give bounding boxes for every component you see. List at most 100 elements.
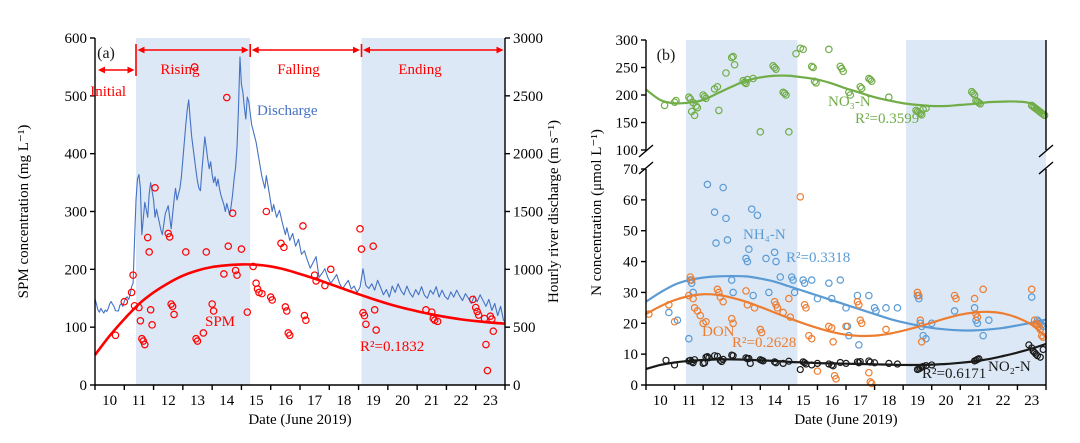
spm-r2: R²=0.1832 [360, 339, 424, 355]
no3-point [742, 79, 750, 88]
don-point [832, 375, 840, 383]
phase-arrowhead [241, 46, 249, 54]
y-tick-label: 150 [616, 116, 639, 132]
spm-point [356, 225, 364, 233]
x-tick-label: 22 [454, 393, 469, 409]
nh4-point [703, 180, 712, 189]
nh4-point [950, 307, 959, 315]
no2-point [856, 357, 864, 366]
nh4-point [825, 279, 833, 287]
spm-point [357, 245, 366, 253]
spm-point [249, 262, 257, 271]
don-point [915, 291, 923, 300]
no3-point [810, 77, 819, 86]
y-tick-label: 10 [623, 347, 638, 363]
x-tick-label: 11 [132, 393, 146, 409]
don-point [952, 294, 960, 303]
no3-point [670, 98, 679, 106]
don-point [786, 313, 795, 321]
don-point [796, 192, 805, 201]
no3-point [727, 53, 736, 62]
no2-point [772, 359, 780, 367]
spm-point [482, 340, 490, 349]
y-tick-label: 200 [616, 88, 639, 104]
spm-point [181, 248, 190, 256]
spm-point [237, 245, 246, 253]
no2-point [813, 359, 822, 367]
spm-point [268, 296, 276, 304]
y-tick-label: 400 [65, 147, 88, 163]
panel-letter-a: (a) [97, 45, 115, 62]
y-tick-label: 500 [65, 89, 88, 105]
y-tick-label: 250 [616, 61, 639, 77]
don-point [970, 294, 979, 303]
nh4-point [1027, 293, 1036, 301]
no2-point [662, 356, 670, 364]
spm-point [202, 248, 211, 256]
nh4-point [765, 288, 773, 297]
x-tick-label: 13 [739, 393, 754, 409]
don-point [1027, 285, 1036, 294]
no2-point [670, 361, 679, 369]
axis-break-mark [638, 161, 654, 175]
no3-point [713, 82, 722, 91]
spm-point [326, 265, 335, 274]
y-tick-label: 100 [616, 143, 639, 159]
no3-point [782, 91, 790, 99]
y-tick-label: 2500 [513, 89, 543, 105]
spm-point [488, 315, 496, 323]
x-tick-label: 12 [710, 393, 725, 409]
x-tick-label: 10 [102, 393, 117, 409]
nh4-point [745, 245, 753, 254]
x-tick-label: 23 [483, 393, 498, 409]
y-tick-label: 100 [65, 320, 88, 336]
x-axis-title: Date (June 2019) [248, 412, 351, 428]
don-point [670, 317, 679, 326]
spm-point [228, 209, 237, 218]
axis-break-mark [1038, 144, 1054, 158]
x-tick-label: 11 [682, 393, 696, 409]
spm-point [170, 310, 178, 319]
nh4-label: NH₄-N [743, 227, 786, 243]
don-point [827, 324, 836, 332]
x-tick-label: 22 [996, 393, 1011, 409]
panel-letter-b: (b) [657, 47, 676, 64]
no3-point [1040, 111, 1049, 120]
no2-point [893, 360, 902, 368]
no2-point [710, 352, 719, 360]
series-spm-points [111, 63, 498, 375]
x-tick-label: 16 [824, 393, 840, 409]
phase-label-falling: Falling [277, 62, 320, 78]
no3-point [812, 79, 820, 87]
don-point [807, 334, 816, 343]
x-tick-label: 15 [249, 393, 264, 409]
spm-point [321, 281, 329, 290]
spm-point [145, 248, 153, 256]
don-point [882, 325, 890, 334]
spm-point [193, 337, 202, 345]
no3-point [770, 63, 779, 72]
nh4-point [807, 276, 816, 284]
don-point [727, 314, 736, 323]
spm-point [489, 327, 498, 336]
nh4-r2: R²=0.3318 [786, 250, 850, 266]
don-point [979, 285, 987, 294]
x-tick-label: 15 [796, 393, 811, 409]
no3-label: NO₃-N [828, 94, 871, 110]
no3-point [690, 111, 699, 120]
spm-point [300, 311, 309, 320]
no2-point [855, 359, 863, 367]
no3-point [700, 92, 709, 101]
don-point [865, 368, 873, 377]
y-tick-label: 1000 [513, 262, 543, 278]
don-point [973, 313, 982, 321]
y-tick-label: 20 [623, 316, 638, 332]
nh4-point [770, 248, 779, 257]
discharge-label: Discharge [257, 103, 318, 119]
no3-point [807, 62, 816, 71]
no2-point [729, 352, 737, 360]
spm-point [164, 229, 173, 238]
nh4-point [789, 276, 797, 284]
